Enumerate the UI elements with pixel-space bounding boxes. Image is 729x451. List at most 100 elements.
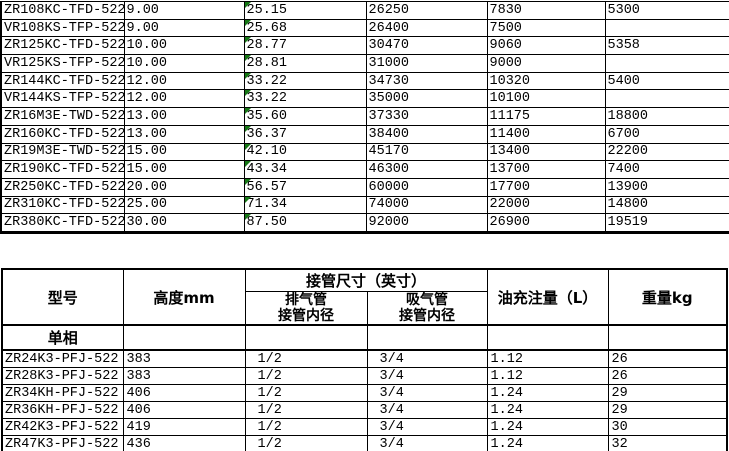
cell[interactable]: 60000 (365, 177, 488, 197)
cell[interactable]: 29 (607, 401, 728, 419)
cell[interactable]: 37330 (365, 107, 488, 126)
cell[interactable]: 7500 (486, 18, 606, 38)
model-cell[interactable]: ZR108KC-TFD-522 (0, 1, 125, 20)
cell[interactable]: 26 (607, 349, 728, 368)
cell[interactable]: 46300 (365, 160, 488, 179)
cell[interactable]: 56.57 (243, 177, 367, 197)
header-oil-charge[interactable]: 油充注量（L） (486, 268, 609, 326)
model-cell[interactable]: ZR16M3E-TWD-522 (0, 107, 125, 126)
cell[interactable]: 26900 (486, 213, 606, 233)
model-cell[interactable]: ZR24K3-PFJ-522 (1, 349, 124, 368)
cell[interactable]: 406 (122, 401, 246, 419)
cell[interactable]: 13400 (486, 142, 606, 162)
cell[interactable]: 30470 (365, 36, 488, 56)
cell[interactable]: 38400 (365, 124, 488, 144)
cell[interactable]: 13.00 (123, 124, 245, 144)
model-cell[interactable]: ZR28K3-PFJ-522 (1, 367, 124, 385)
model-cell[interactable]: ZR250KC-TFD-522 (0, 177, 125, 197)
cell[interactable]: 1/2 (244, 418, 368, 436)
cell[interactable]: 32 (607, 435, 728, 451)
cell[interactable]: 42.10 (243, 142, 367, 162)
cell[interactable]: 1.12 (486, 367, 609, 385)
cell[interactable]: 34730 (365, 71, 488, 91)
cell[interactable]: 9060 (486, 36, 606, 56)
header-discharge-pipe[interactable]: 排气管 接管内径 (244, 291, 368, 326)
header-pipe-size-group[interactable]: 接管尺寸（英寸） (244, 268, 488, 292)
cell[interactable]: 10.00 (123, 54, 245, 73)
model-cell[interactable]: ZR125KC-TFD-522 (0, 36, 125, 56)
cell[interactable]: 18800 (604, 107, 729, 126)
model-cell[interactable]: ZR19M3E-TWD-522 (0, 142, 125, 162)
cell[interactable]: 3/4 (366, 367, 488, 385)
cell[interactable]: 406 (122, 384, 246, 402)
cell[interactable]: 33.22 (243, 71, 367, 91)
cell[interactable] (244, 324, 368, 351)
cell[interactable]: 7400 (604, 160, 729, 179)
cell[interactable]: 30.00 (123, 213, 245, 233)
cell[interactable]: 22200 (604, 142, 729, 162)
cell[interactable]: 13.00 (123, 107, 245, 126)
cell[interactable]: 3/4 (366, 349, 488, 368)
cell[interactable]: 9000 (486, 54, 606, 73)
cell[interactable]: 71.34 (243, 195, 367, 215)
cell[interactable]: 87.50 (243, 213, 367, 233)
cell[interactable]: 26 (607, 367, 728, 385)
cell[interactable]: 19519 (604, 213, 729, 233)
cell[interactable]: 1/2 (244, 384, 368, 402)
cell[interactable]: 1.24 (486, 401, 609, 419)
cell[interactable]: 92000 (365, 213, 488, 233)
cell[interactable] (604, 18, 729, 38)
model-cell[interactable]: ZR310KC-TFD-522 (0, 195, 125, 215)
cell[interactable]: 1.24 (486, 435, 609, 451)
cell[interactable]: 419 (122, 418, 246, 436)
cell[interactable]: 1/2 (244, 367, 368, 385)
model-cell[interactable]: ZR190KC-TFD-522 (0, 160, 125, 179)
cell[interactable] (607, 324, 728, 351)
cell[interactable]: 20.00 (123, 177, 245, 197)
cell[interactable]: 9.00 (123, 18, 245, 38)
cell[interactable]: 25.15 (243, 1, 367, 20)
cell[interactable]: 28.77 (243, 36, 367, 56)
cell[interactable]: 26400 (365, 18, 488, 38)
model-cell[interactable]: ZR34KH-PFJ-522 (1, 384, 124, 402)
cell[interactable]: 5300 (604, 1, 729, 20)
cell[interactable]: 30 (607, 418, 728, 436)
model-cell[interactable]: ZR160KC-TFD-522 (0, 124, 125, 144)
model-cell[interactable]: VR125KS-TFP-522 (0, 54, 125, 73)
cell[interactable]: 1/2 (244, 349, 368, 368)
cell[interactable]: 383 (122, 367, 246, 385)
cell[interactable]: 13900 (604, 177, 729, 197)
cell[interactable]: 13700 (486, 160, 606, 179)
cell[interactable]: 9.00 (123, 1, 245, 20)
cell[interactable]: 383 (122, 349, 246, 368)
cell[interactable]: 12.00 (123, 71, 245, 91)
cell[interactable]: 33.22 (243, 89, 367, 109)
cell[interactable]: 17700 (486, 177, 606, 197)
cell[interactable]: 5400 (604, 71, 729, 91)
cell[interactable]: 12.00 (123, 89, 245, 109)
cell[interactable]: 1/2 (244, 435, 368, 451)
model-cell[interactable]: ZR47K3-PFJ-522 (1, 435, 124, 451)
cell[interactable]: 436 (122, 435, 246, 451)
cell[interactable]: 14800 (604, 195, 729, 215)
cell[interactable]: 10100 (486, 89, 606, 109)
header-height[interactable]: 高度mm (122, 268, 246, 326)
cell[interactable]: 31000 (365, 54, 488, 73)
cell[interactable]: 3/4 (366, 401, 488, 419)
cell[interactable]: 35.60 (243, 107, 367, 126)
model-cell[interactable]: ZR36KH-PFJ-522 (1, 401, 124, 419)
cell[interactable] (366, 324, 488, 351)
cell[interactable]: 3/4 (366, 384, 488, 402)
cell[interactable]: 10320 (486, 71, 606, 91)
cell[interactable]: 35000 (365, 89, 488, 109)
cell[interactable] (604, 89, 729, 109)
section-label[interactable]: 单相 (1, 324, 124, 351)
cell[interactable] (604, 54, 729, 73)
header-model[interactable]: 型号 (1, 268, 124, 326)
cell[interactable]: 11175 (486, 107, 606, 126)
cell[interactable]: 36.37 (243, 124, 367, 144)
model-cell[interactable]: ZR380KC-TFD-522 (0, 213, 125, 233)
cell[interactable]: 3/4 (366, 418, 488, 436)
header-weight[interactable]: 重量kg (607, 268, 728, 326)
model-cell[interactable]: ZR144KC-TFD-522 (0, 71, 125, 91)
